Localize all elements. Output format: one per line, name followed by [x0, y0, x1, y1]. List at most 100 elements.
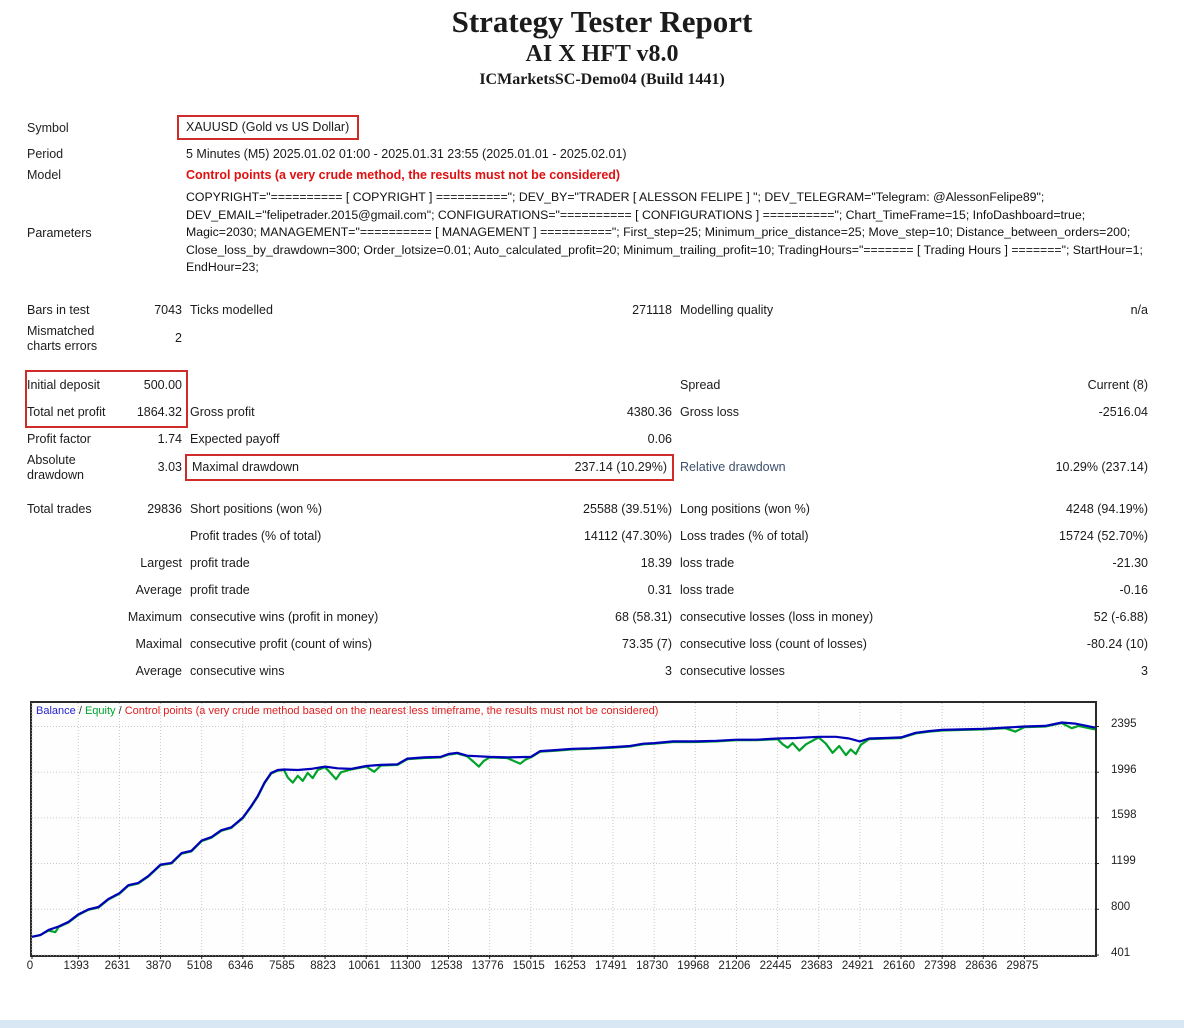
stat-sublabel: Maximal — [135, 636, 182, 651]
stat-value: n/a — [1130, 302, 1148, 317]
stat-label: Mismatched charts errors — [27, 323, 98, 353]
stat-label: Gross profit — [190, 404, 255, 419]
stat-sublabel: Average — [135, 663, 182, 678]
stat-value: 500.00 — [143, 377, 182, 392]
x-axis-label: 22445 — [759, 959, 792, 972]
x-axis-label: 6346 — [228, 959, 254, 972]
stat-label: loss trade — [680, 582, 735, 597]
chart-y-axis: 401 800 1199 1598 1996 2395 — [1103, 701, 1163, 959]
stats-row-avg-consecutive: Average consecutive wins 3 consecutive l… — [27, 658, 1148, 685]
y-axis-label: 2395 — [1111, 717, 1137, 730]
stats-row-profittrades: Profit trades (% of total) 14112 (47.30%… — [27, 523, 1148, 550]
stat-value: 3 — [665, 663, 672, 678]
x-axis-label: 18730 — [636, 959, 669, 972]
stat-label: consecutive losses (loss in money) — [680, 609, 874, 624]
stat-label: Profit factor — [27, 431, 91, 446]
stats-row-profitfactor: Profit factor 1.74 Expected payoff 0.06 — [27, 426, 1148, 453]
x-axis-label: 24921 — [841, 959, 874, 972]
period-row: Period 5 Minutes (M5) 2025.01.02 01:00 -… — [27, 147, 1148, 161]
stats-row-netprofit: Total net profit 1864.32 Gross profit 43… — [27, 399, 1148, 426]
ea-name: AI X HFT v8.0 — [525, 41, 679, 67]
stats-row-drawdown: Absolute drawdown 3.03 Maximal drawdown … — [27, 453, 1148, 483]
highlight-box-symbol: XAUUSD (Gold vs US Dollar) — [177, 115, 360, 140]
symbol-row: Symbol XAUUSD (Gold vs US Dollar) — [27, 115, 1148, 140]
model-row: Model Control points (a very crude metho… — [27, 168, 1148, 182]
stats-row-bars: Bars in test 7043 Ticks modelled 271118 … — [27, 297, 1148, 324]
stat-value: 4380.36 — [626, 404, 672, 419]
stat-value: 3 — [1141, 663, 1148, 678]
x-axis-label: 2631 — [104, 959, 131, 972]
stat-value: 10.29% (237.14) — [1055, 460, 1148, 474]
stat-value: 18.39 — [640, 555, 672, 570]
symbol-label: Symbol — [27, 120, 69, 135]
stat-label: profit trade — [190, 582, 250, 597]
x-axis-label: 27398 — [924, 959, 957, 972]
stats-row-largest: Largest profit trade 18.39 loss trade -2… — [27, 550, 1148, 577]
legend-separator: / — [115, 704, 125, 717]
stats-row-mismatched: Mismatched charts errors 2 — [27, 324, 1148, 354]
x-axis-label: 15015 — [512, 959, 545, 972]
stat-label: Gross loss — [680, 404, 740, 419]
stat-value: 271118 — [632, 302, 672, 317]
x-axis-label: 8823 — [310, 959, 336, 972]
stat-value: 4248 (94.19%) — [1065, 501, 1148, 516]
x-axis-label: 29875 — [1006, 959, 1039, 972]
stat-label: profit trade — [190, 555, 250, 570]
stat-label: consecutive wins (profit in money) — [190, 609, 379, 624]
x-axis-label: 5108 — [186, 959, 213, 972]
x-axis-label: 12538 — [430, 959, 463, 972]
stat-label: Maximal drawdown — [192, 460, 299, 474]
stat-label: Total trades — [27, 501, 92, 516]
stat-value: -21.30 — [1112, 555, 1148, 570]
stat-value: 1.74 — [157, 431, 182, 446]
chart-legend: Balance / Equity / Control points (a ver… — [36, 705, 658, 718]
balance-line — [31, 720, 1096, 938]
x-axis-label: 1393 — [63, 959, 90, 972]
x-axis-label: 17491 — [595, 959, 628, 972]
stats-row-deposit: Initial deposit 500.00 Spread Current (8… — [27, 372, 1148, 399]
x-axis-label: 13776 — [471, 959, 504, 972]
stat-value: 2 — [175, 331, 182, 345]
chart-canvas — [31, 702, 1099, 959]
stat-value: 73.35 (7) — [621, 636, 672, 651]
stat-label: loss trade — [680, 555, 735, 570]
stat-value: 29836 — [147, 501, 182, 516]
x-axis-label: 11300 — [389, 959, 421, 972]
stat-label: consecutive losses — [680, 663, 785, 678]
stat-value: -0.16 — [1119, 582, 1149, 597]
chart-plot: Balance / Equity / Control points (a ver… — [30, 700, 1099, 959]
stat-label: Loss trades (% of total) — [680, 528, 809, 543]
stat-sublabel: Average — [135, 582, 182, 597]
x-axis-label: 16253 — [553, 959, 586, 972]
stat-label: Ticks modelled — [190, 302, 273, 317]
legend-balance: Balance — [36, 704, 76, 717]
test-info: Symbol XAUUSD (Gold vs US Dollar) Period… — [27, 115, 1148, 277]
y-axis-label: 401 — [1111, 946, 1131, 959]
stat-label: Short positions (won %) — [190, 501, 323, 516]
legend-separator: / — [75, 704, 85, 717]
bottom-strip — [0, 1020, 1184, 1028]
x-axis-label: 10061 — [348, 959, 381, 972]
balance-chart: Balance / Equity / Control points (a ver… — [27, 700, 1170, 978]
legend-equity: Equity — [84, 704, 116, 717]
stat-value: 0.06 — [647, 431, 672, 446]
legend-control: Control points (a very crude method base… — [124, 704, 659, 717]
stats-row-average-trade: Average profit trade 0.31 loss trade -0.… — [27, 577, 1148, 604]
stat-value: 0.31 — [647, 582, 672, 597]
stats-table: Bars in test 7043 Ticks modelled 271118 … — [25, 297, 1148, 685]
stat-value: 52 (-6.88) — [1093, 609, 1148, 624]
y-axis-label: 800 — [1111, 900, 1131, 913]
period-label: Period — [27, 147, 64, 161]
highlight-box-maximal-drawdown: Maximal drawdown 237.14 (10.29%) — [185, 454, 674, 481]
stat-sublabel: Largest — [140, 555, 182, 570]
report-header: Strategy Tester Report AI X HFT v8.0 ICM… — [27, 4, 1177, 91]
stat-label: Absolute drawdown — [27, 452, 84, 482]
stat-value: 25588 (39.51%) — [583, 501, 672, 516]
parameters-row: Parameters COPYRIGHT="========== [ COPYR… — [27, 189, 1148, 277]
stat-value: 237.14 (10.29%) — [574, 460, 667, 474]
stat-label: Initial deposit — [27, 377, 100, 392]
stat-value: 7043 — [154, 302, 182, 317]
stat-label: consecutive loss (count of losses) — [680, 636, 867, 651]
stats-row-max-consecutive: Maximum consecutive wins (profit in mone… — [27, 604, 1148, 631]
stat-label: consecutive wins — [190, 663, 285, 678]
